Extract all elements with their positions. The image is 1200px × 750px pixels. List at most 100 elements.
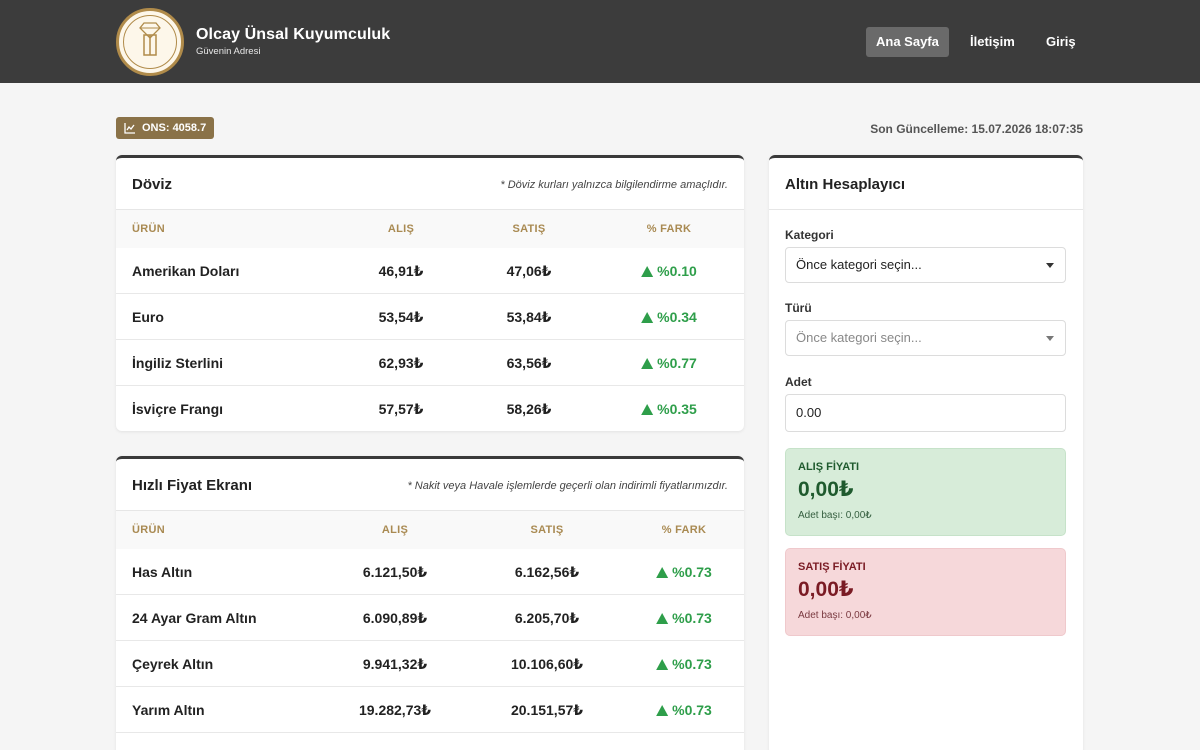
divider: [769, 209, 1083, 210]
row-sell: 10.106,60₺: [510, 656, 584, 672]
table-row: Yarım Altın 19.282,73₺ 20.151,57₺ %0.73: [116, 687, 744, 733]
calculator-card: Altın Hesaplayıcı Kategori Önce kategori…: [769, 155, 1083, 750]
logo-ring: [123, 15, 177, 69]
row-name: İsviçre Frangı: [132, 401, 224, 417]
table-row: İsviçre Frangı 57,57₺ 58,26₺ %0.35: [116, 386, 744, 431]
brand-subtitle: Güvenin Adresi: [196, 46, 261, 57]
hizli-fiyat-card: Hızlı Fiyat Ekranı * Nakit veya Havale i…: [116, 456, 744, 750]
chevron-down-icon: [1046, 263, 1054, 268]
category-select[interactable]: Önce kategori seçin...: [785, 247, 1066, 283]
col-satis: SATIŞ: [530, 524, 564, 536]
row-buy: 6.090,89₺: [362, 610, 428, 626]
col-alis: ALIŞ: [387, 223, 415, 235]
row-buy: 57,57₺: [378, 401, 424, 417]
row-diff-value: %0.73: [672, 610, 712, 626]
arrow-up-icon: [656, 659, 669, 670]
row-diff: %0.10: [641, 263, 697, 279]
sell-price-title: SATIŞ FİYATI: [798, 561, 866, 573]
row-sell: 6.162,56₺: [514, 564, 580, 580]
hizli-table-header: ÜRÜN ALIŞ SATIŞ % FARK: [116, 511, 744, 549]
row-sell: 6.205,70₺: [514, 610, 580, 626]
table-row: Amerikan Doları 46,91₺ 47,06₺ %0.10: [116, 248, 744, 294]
row-diff: %0.35: [641, 401, 697, 417]
row-diff: %0.73: [656, 702, 712, 718]
table-row: Has Altın 6.121,50₺ 6.162,56₺ %0.73: [116, 549, 744, 595]
table-row: 24 Ayar Gram Altın 6.090,89₺ 6.205,70₺ %…: [116, 595, 744, 641]
row-name: Yarım Altın: [132, 702, 205, 718]
arrow-up-icon: [641, 312, 654, 323]
row-buy: 6.121,50₺: [362, 564, 428, 580]
doviz-note: * Döviz kurları yalnızca bilgilendirme a…: [500, 179, 728, 191]
amount-label: Adet: [785, 375, 812, 389]
col-fark: % FARK: [646, 223, 692, 235]
row-name: Has Altın: [132, 564, 193, 580]
row-name: Çeyrek Altın: [132, 656, 214, 672]
divider: [116, 209, 744, 210]
row-diff-value: %0.73: [672, 702, 712, 718]
type-selected-value: Önce kategori seçin...: [796, 330, 922, 345]
doviz-table-header: ÜRÜN ALIŞ SATIŞ % FARK: [116, 210, 744, 248]
row-diff-value: %0.73: [672, 656, 712, 672]
arrow-up-icon: [656, 705, 669, 716]
row-name: İngiliz Sterlini: [132, 355, 224, 371]
row-diff-value: %0.10: [657, 263, 697, 279]
row-name: Euro: [132, 309, 164, 325]
last-update-text: Son Güncelleme: 15.07.2026 18:07:35: [870, 122, 1083, 136]
row-name: 24 Ayar Gram Altın: [132, 610, 257, 626]
col-alis: ALIŞ: [381, 524, 409, 536]
type-select[interactable]: Önce kategori seçin...: [785, 320, 1066, 356]
doviz-card: Döviz * Döviz kurları yalnızca bilgilend…: [116, 155, 744, 431]
arrow-up-icon: [656, 567, 669, 578]
row-buy: 62,93₺: [378, 355, 424, 371]
buy-price-value: 0,00₺: [798, 478, 854, 501]
row-diff-value: %0.73: [672, 564, 712, 580]
table-row: Euro 53,54₺ 53,84₺ %0.34: [116, 294, 744, 340]
hizli-title: Hızlı Fiyat Ekranı: [132, 477, 253, 494]
row-diff-value: %0.35: [657, 401, 697, 417]
nav-giris[interactable]: Giriş: [1046, 34, 1076, 49]
diamond-logo-icon: [139, 22, 161, 56]
row-name: Amerikan Doları: [132, 263, 240, 279]
row-sell: 47,06₺: [506, 263, 552, 279]
buy-unit-price: Adet başı: 0,00₺: [798, 510, 872, 521]
brand-title[interactable]: Olcay Ünsal Kuyumculuk: [196, 26, 391, 43]
amount-input[interactable]: 0.00: [785, 394, 1066, 432]
sell-price-value: 0,00₺: [798, 578, 854, 601]
row-buy: 53,54₺: [378, 309, 424, 325]
hizli-note: * Nakit veya Havale işlemlerde geçerli o…: [407, 480, 728, 492]
doviz-title: Döviz: [132, 176, 173, 193]
chart-line-icon: [124, 123, 135, 134]
row-diff: %0.73: [656, 564, 712, 580]
brand-logo[interactable]: [116, 8, 184, 76]
ons-value: 4058.7: [172, 122, 207, 134]
arrow-up-icon: [656, 613, 669, 624]
nav-ana-sayfa[interactable]: Ana Sayfa: [866, 27, 949, 57]
row-diff: %0.73: [656, 610, 712, 626]
row-buy: 46,91₺: [378, 263, 424, 279]
buy-price-title: ALIŞ FİYATI: [798, 461, 860, 473]
type-label: Türü: [785, 301, 812, 315]
row-sell: 63,56₺: [506, 355, 552, 371]
row-diff: %0.34: [641, 309, 697, 325]
category-label: Kategori: [785, 228, 834, 242]
arrow-up-icon: [641, 266, 654, 277]
col-fark: % FARK: [661, 524, 707, 536]
row-diff: %0.73: [656, 656, 712, 672]
col-satis: SATIŞ: [512, 223, 546, 235]
nav-iletisim[interactable]: İletişim: [970, 34, 1015, 49]
table-row: Çeyrek Altın 9.941,32₺ 10.106,60₺ %0.73: [116, 641, 744, 687]
row-sell: 53,84₺: [506, 309, 552, 325]
top-navbar: Olcay Ünsal Kuyumculuk Güvenin Adresi An…: [0, 0, 1200, 83]
arrow-up-icon: [641, 404, 654, 415]
buy-price-box: ALIŞ FİYATI 0,00₺ Adet başı: 0,00₺: [785, 448, 1066, 536]
row-sell: 58,26₺: [506, 401, 552, 417]
amount-value: 0.00: [796, 405, 822, 420]
arrow-up-icon: [641, 358, 654, 369]
category-selected-value: Önce kategori seçin...: [796, 257, 922, 272]
ons-label: ONS:: [142, 122, 170, 134]
row-diff-value: %0.34: [657, 309, 697, 325]
table-row: İngiliz Sterlini 62,93₺ 63,56₺ %0.77: [116, 340, 744, 386]
row-diff-value: %0.77: [657, 355, 697, 371]
row-diff: %0.77: [641, 355, 697, 371]
row-buy: 9.941,32₺: [362, 656, 428, 672]
